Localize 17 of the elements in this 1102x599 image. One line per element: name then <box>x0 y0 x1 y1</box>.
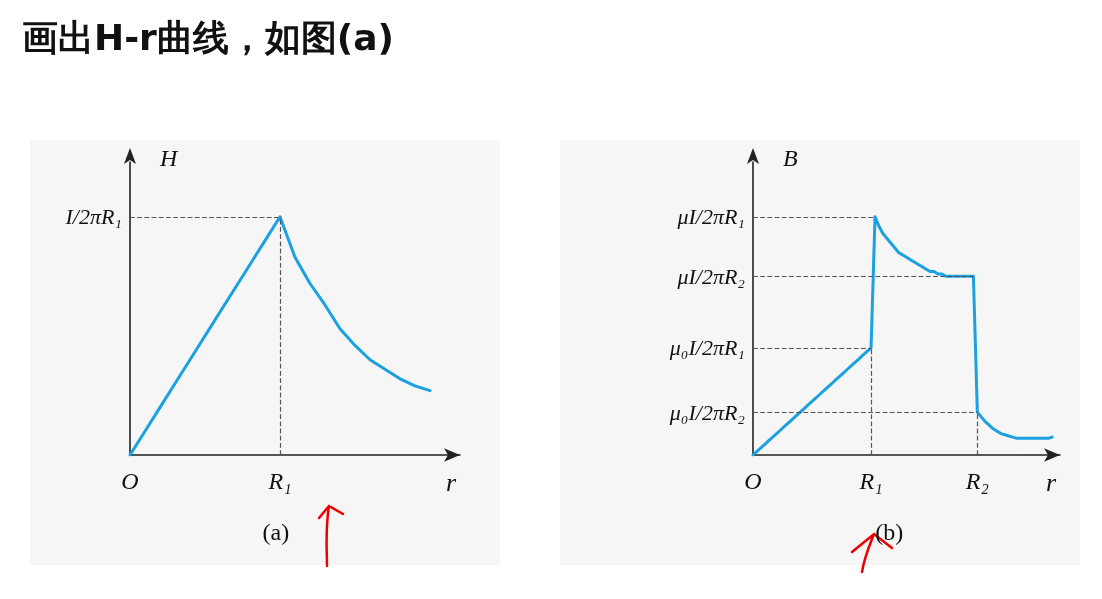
x-tick-label: O <box>744 468 762 494</box>
chart-title: 画出H-r曲线，如图(a) <box>22 16 395 60</box>
ref-line-label: μI/2πR₁ <box>676 204 745 230</box>
x-tick-label: R₁ <box>858 468 883 494</box>
text: (a) <box>262 519 290 546</box>
ref-line-label: μI/2πR₂ <box>676 263 746 289</box>
x-tick-label: O <box>121 468 139 494</box>
x-axis-title: r <box>1046 467 1057 497</box>
ref-line-label: μ₀I/2πR₂ <box>668 399 746 425</box>
ref-line-label: I/2πR₁ <box>64 204 122 230</box>
text: (b) <box>875 519 904 546</box>
x-axis-title: r <box>446 467 457 497</box>
y-axis-title: B <box>783 145 798 171</box>
x-tick-label: R₁ <box>267 468 292 494</box>
x-tick-label: R₂ <box>964 468 989 494</box>
y-axis-title: H <box>159 145 179 171</box>
ref-line-label: μ₀I/2πR₁ <box>668 335 745 361</box>
